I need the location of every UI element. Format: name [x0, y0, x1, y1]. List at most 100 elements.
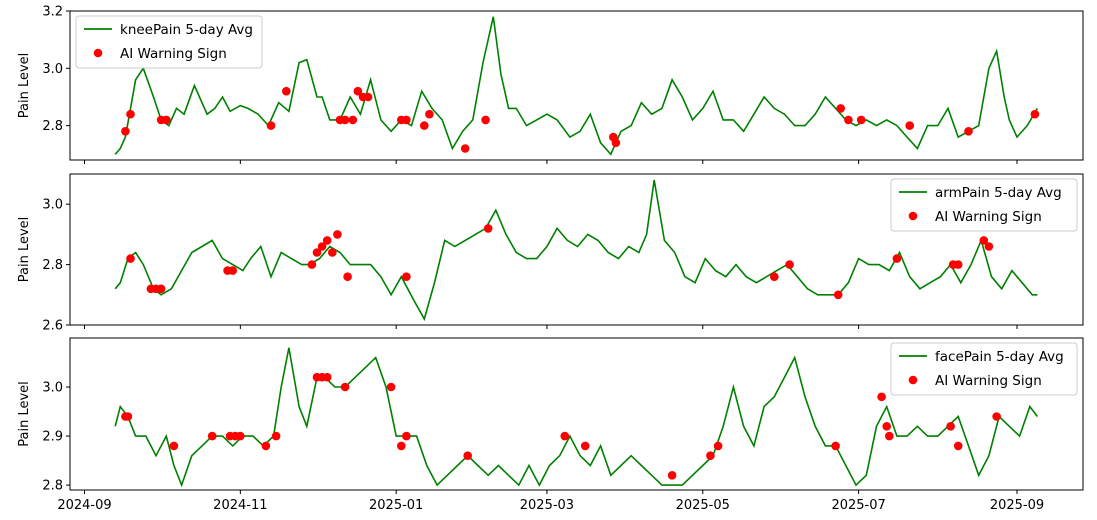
warning-point [322, 236, 332, 245]
subplot-3: 2.8 2.9 3.0 2024-09 2024-11 2025-01 2025-03 202… [17, 337, 1084, 513]
warning-point [877, 392, 886, 402]
y-tick-label: 3.2 [42, 5, 63, 20]
warning-point [836, 104, 845, 113]
legend-label: kneePain 5-day Avg [120, 22, 253, 38]
warning-point [979, 236, 989, 245]
legend-label: armPain 5-day Avg [935, 185, 1062, 201]
legend-label: AI Warning Sign [935, 373, 1042, 389]
warning-point [333, 230, 342, 239]
warning-point [992, 412, 1001, 421]
warning-point [402, 272, 411, 282]
x-tick-label: 2025-05 [676, 498, 730, 513]
warning-point [844, 115, 853, 125]
warning-point [560, 431, 570, 441]
warning-point [126, 109, 135, 119]
legend-box [890, 178, 1078, 232]
warning-point [833, 290, 843, 300]
y-tick-label: 3.0 [42, 62, 63, 77]
x-tick-label: 2024-11 [213, 498, 267, 513]
series-line [114, 179, 1038, 322]
warning-point [946, 422, 955, 431]
x-tick-label: 2025-03 [520, 498, 574, 513]
warning-point [856, 115, 866, 125]
legend-box [75, 15, 263, 69]
series-line [114, 16, 1039, 156]
subplot-1: 2.8 3.0 3.2 Pain Level kneePain 5-day Avg AI … [17, 5, 1084, 164]
warning-point [121, 127, 130, 136]
y-axis-label: Pain Level [17, 217, 32, 283]
warning-point [953, 260, 963, 269]
warning-point [328, 248, 337, 257]
warning-point [266, 121, 276, 130]
warning-point [402, 115, 411, 125]
legend-marker-swatch [908, 375, 918, 385]
warning-point [463, 451, 473, 461]
warning-point [340, 115, 350, 125]
y-axis-label: Pain Level [17, 381, 32, 447]
legend-marker-swatch [93, 48, 103, 58]
warning-point [162, 115, 171, 125]
warning-point [322, 372, 332, 382]
y-tick-label: 2.8 [42, 479, 63, 494]
warning-point [483, 224, 493, 233]
y-tick-label: 2.8 [42, 119, 63, 134]
warning-point [892, 254, 902, 263]
warning-point [425, 109, 434, 119]
legend: armPain 5-day Avg AI Warning Sign [890, 178, 1078, 232]
warning-point [882, 422, 891, 431]
y-tick-label: 2.9 [42, 430, 63, 445]
warning-point [363, 92, 373, 102]
warning-point [236, 431, 245, 441]
x-tick-label: 2025-09 [990, 498, 1044, 513]
warning-point [169, 441, 179, 451]
axes-frame [69, 337, 1084, 491]
x-tick-label: 2025-01 [369, 498, 423, 513]
axes-frame [69, 173, 1084, 326]
warning-point [984, 242, 994, 251]
warning-point [953, 441, 963, 451]
legend-marker-swatch [908, 211, 918, 221]
x-tick-label: 2025-07 [831, 498, 885, 513]
warning-point [885, 431, 894, 441]
legend-box [890, 342, 1078, 396]
warning-point [348, 115, 358, 125]
warning-point [481, 115, 490, 125]
warning-point [340, 382, 350, 392]
warning-point [343, 272, 352, 282]
warning-point [611, 138, 621, 148]
warning-point [261, 441, 271, 451]
warning-point [271, 431, 281, 441]
warning-point [831, 441, 840, 451]
warning-point [312, 248, 322, 257]
warning-point [397, 441, 406, 451]
y-tick-label: 2.6 [42, 319, 63, 334]
warning-point [123, 412, 133, 421]
warning-point [713, 441, 723, 451]
warning-point [402, 431, 411, 441]
warning-point [282, 86, 291, 96]
legend: facePain 5-day Avg AI Warning Sign [890, 342, 1078, 396]
y-tick-label: 3.0 [42, 381, 63, 396]
warning-point [905, 121, 914, 130]
legend-label: AI Warning Sign [935, 209, 1042, 225]
warning-point [770, 272, 779, 282]
warning-point [156, 284, 166, 294]
warning-point [126, 254, 135, 263]
warning-point [667, 471, 677, 480]
warning-point [353, 86, 363, 96]
warning-point [228, 266, 237, 275]
y-axis-label: Pain Level [17, 53, 32, 119]
warning-point [580, 441, 590, 451]
warning-point [785, 260, 794, 269]
warning-point [420, 121, 429, 130]
legend-label: facePain 5-day Avg [935, 349, 1064, 365]
warning-point [386, 382, 396, 392]
warning-point [1030, 109, 1040, 119]
legend: kneePain 5-day Avg AI Warning Sign [75, 15, 263, 69]
warning-point [207, 431, 217, 441]
warning-point [964, 127, 973, 136]
warning-point [460, 144, 470, 153]
warning-point [307, 260, 317, 269]
